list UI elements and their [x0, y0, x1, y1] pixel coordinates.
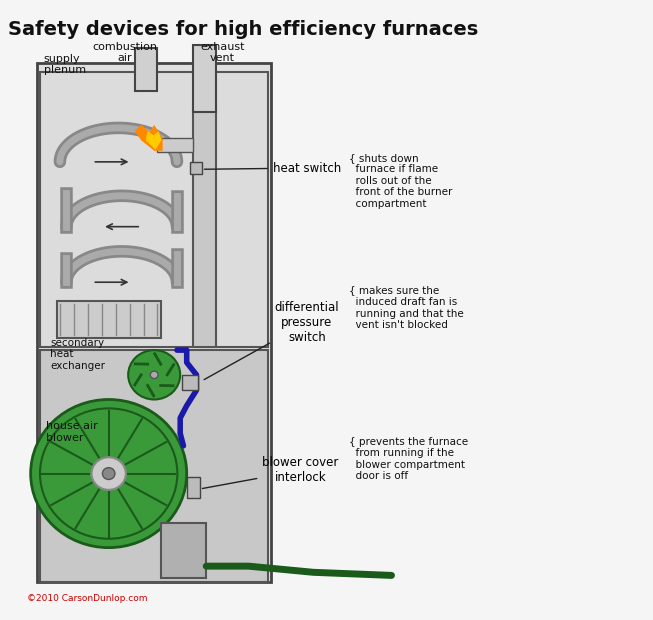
Circle shape: [91, 458, 126, 490]
Circle shape: [128, 350, 180, 399]
Text: blower cover
interlock: blower cover interlock: [202, 456, 339, 489]
Circle shape: [103, 467, 115, 479]
Bar: [187, 477, 200, 498]
Text: exhaust
vent: exhaust vent: [200, 42, 245, 63]
Bar: [193, 45, 216, 112]
Bar: [37, 63, 271, 582]
Text: { prevents the furnace
  from running if the
  blower compartment
  door is off: { prevents the furnace from running if t…: [349, 436, 468, 481]
Text: supply
plenum: supply plenum: [44, 54, 86, 76]
Bar: [161, 523, 206, 578]
Circle shape: [31, 399, 187, 547]
Bar: [193, 106, 216, 347]
Text: house air
blower: house air blower: [46, 421, 97, 443]
Bar: [157, 138, 193, 152]
Circle shape: [150, 371, 158, 379]
Polygon shape: [135, 125, 163, 151]
Bar: [182, 375, 199, 390]
Bar: [40, 350, 268, 582]
Bar: [135, 48, 157, 91]
Text: secondary
heat
exchanger: secondary heat exchanger: [50, 338, 105, 371]
Text: Safety devices for high efficiency furnaces: Safety devices for high efficiency furna…: [8, 20, 478, 39]
Bar: [190, 162, 202, 174]
Text: { shuts down
  furnace if flame
  rolls out of the
  front of the burner
  compa: { shuts down furnace if flame rolls out …: [349, 153, 453, 209]
Text: heat switch: heat switch: [204, 162, 341, 175]
Bar: [57, 301, 161, 338]
Bar: [40, 73, 268, 347]
Text: combustion
air: combustion air: [93, 42, 157, 63]
Text: differential
pressure
switch: differential pressure switch: [204, 301, 340, 379]
Text: ©2010 CarsonDunlop.com: ©2010 CarsonDunlop.com: [27, 594, 148, 603]
Polygon shape: [146, 131, 161, 149]
Text: { makes sure the
  induced draft fan is
  running and that the
  vent isn't bloc: { makes sure the induced draft fan is ru…: [349, 285, 464, 330]
